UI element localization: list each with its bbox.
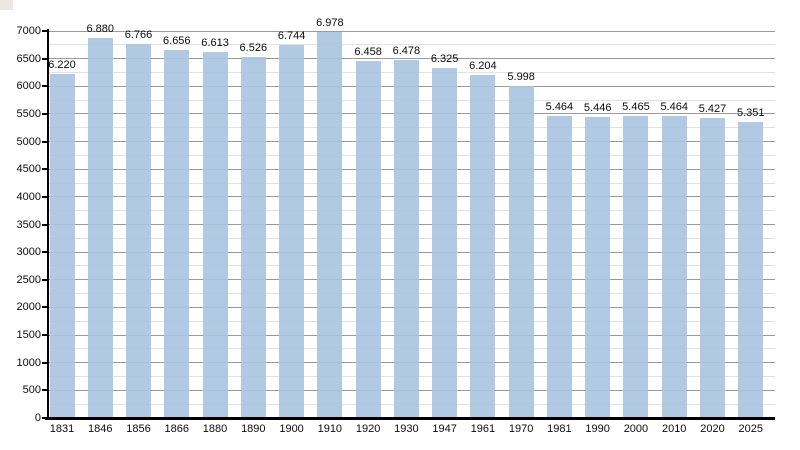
x-tick-label: 1890 (241, 423, 266, 435)
bar-value-label: 5.464 (545, 100, 574, 113)
x-tick-label: 2020 (700, 423, 725, 435)
bar (164, 50, 190, 418)
y-tick-mark (42, 168, 48, 171)
y-tick-mark (42, 30, 48, 32)
y-tick-mark (42, 85, 48, 88)
x-tick-label: 1866 (164, 423, 190, 435)
y-tick-label: 2500 (16, 273, 41, 286)
bar-value-label: 6.204 (469, 60, 497, 72)
plot-area: 6.220 6.880 6.766 6.656 6.613 6.526 6.744 6.978… (48, 0, 775, 450)
bar (49, 74, 75, 418)
bar (661, 115, 687, 418)
bar (317, 32, 343, 418)
y-tick-label: 4000 (16, 190, 41, 203)
bar-value-label: 6.458 (354, 45, 382, 58)
y-tick-label: 5000 (16, 135, 41, 148)
y-tick-label: 5500 (16, 107, 41, 120)
y-tick-label: 6000 (16, 80, 41, 93)
bar-value-label: 5.465 (622, 100, 650, 113)
y-tick-mark (42, 278, 48, 281)
bar-value-label: 6.978 (316, 17, 344, 30)
y-tick-mark (42, 334, 48, 337)
corner-artifact (0, 0, 13, 10)
bar-value-label: 5.427 (698, 102, 727, 115)
x-tick-label: 1970 (508, 423, 534, 435)
y-tick-mark (42, 389, 48, 392)
bar (279, 45, 305, 418)
y-tick-label: 3000 (16, 246, 41, 259)
x-tick-label: 2000 (623, 423, 649, 435)
y-tick-label: 3500 (16, 218, 41, 231)
y-tick-mark (42, 195, 48, 198)
bar (623, 115, 649, 418)
bar (470, 75, 496, 418)
major-gridline (48, 58, 775, 60)
y-tick-label: 1000 (16, 356, 41, 369)
x-tick-label: 1880 (202, 423, 228, 435)
bar (699, 117, 725, 418)
bar-value-label: 6.325 (430, 53, 459, 66)
y-tick-mark (42, 140, 48, 143)
minor-gridline (48, 44, 775, 46)
bar-value-label: 6.220 (48, 59, 76, 72)
bar (738, 122, 764, 418)
y-tick-mark (42, 361, 48, 364)
bar (432, 68, 458, 418)
y-tick-label: 7000 (16, 25, 41, 37)
bar-value-label: 6.766 (124, 28, 153, 41)
bar (240, 57, 266, 418)
bar (87, 37, 113, 418)
bar (546, 115, 572, 418)
bar-value-label: 6.526 (239, 42, 268, 55)
x-tick-label: 1981 (547, 423, 572, 435)
y-tick-label: 2000 (16, 301, 41, 314)
bar (202, 52, 228, 418)
x-tick-label: 2010 (661, 423, 687, 435)
x-tick-label: 1990 (585, 423, 610, 435)
y-tick-label: 500 (22, 384, 41, 397)
major-gridline (48, 30, 775, 32)
y-tick-mark (42, 223, 48, 226)
bar-value-label: 5.446 (583, 101, 612, 114)
bar-value-label: 5.464 (660, 100, 688, 113)
bar-value-label: 6.613 (201, 37, 229, 50)
y-tick-mark (42, 251, 48, 254)
x-tick-label: 1900 (279, 423, 304, 435)
x-tick-label: 1846 (88, 423, 113, 435)
bar-value-label: 6.880 (86, 22, 115, 35)
bar (585, 116, 611, 418)
bar (355, 60, 381, 418)
bar-value-label: 5.998 (507, 71, 535, 84)
bar (126, 43, 152, 418)
x-tick-label: 2025 (738, 423, 763, 435)
y-tick-label: 6500 (16, 52, 41, 65)
x-tick-label: 1910 (317, 423, 343, 435)
bar-value-label: 5.351 (736, 107, 765, 120)
x-tick-label: 1831 (49, 423, 75, 435)
y-axis-line (47, 29, 49, 420)
y-tick-label: 0 (34, 412, 41, 424)
bar-value-label: 6.656 (163, 35, 191, 48)
x-axis-line (45, 417, 775, 420)
x-tick-label: 1930 (394, 423, 419, 435)
bar-value-label: 6.478 (392, 44, 421, 57)
bar (508, 86, 534, 418)
y-tick-mark (42, 57, 48, 60)
y-tick-label: 1500 (16, 329, 41, 342)
x-tick-label: 1920 (355, 423, 381, 435)
y-tick-mark (42, 112, 48, 115)
x-tick-label: 1856 (126, 423, 151, 435)
bar-value-label: 6.744 (277, 30, 306, 43)
y-tick-mark (42, 306, 48, 309)
y-tick-label: 4500 (16, 163, 41, 176)
x-tick-label: 1947 (432, 423, 457, 435)
bar (393, 59, 419, 418)
x-tick-label: 1961 (470, 423, 496, 435)
